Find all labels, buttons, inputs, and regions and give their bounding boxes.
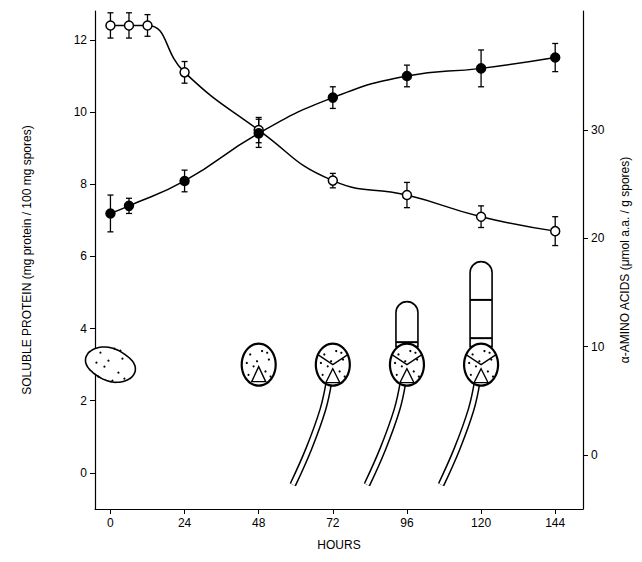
svg-text:120: 120 [471, 516, 491, 530]
svg-text:6: 6 [80, 249, 87, 263]
svg-text:20: 20 [591, 231, 605, 245]
svg-text:48: 48 [252, 516, 266, 530]
svg-text:10: 10 [591, 340, 605, 354]
svg-text:10: 10 [74, 105, 88, 119]
svg-text:8: 8 [80, 177, 87, 191]
svg-text:30: 30 [591, 123, 605, 137]
svg-text:144: 144 [545, 516, 565, 530]
svg-text:4: 4 [80, 322, 87, 336]
svg-text:0: 0 [80, 466, 87, 480]
svg-text:72: 72 [326, 516, 340, 530]
svg-text:α-AMINO ACIDS (μmol a.a. / g s: α-AMINO ACIDS (μmol a.a. / g spores) [618, 157, 632, 364]
svg-text:2: 2 [80, 394, 87, 408]
svg-text:0: 0 [591, 448, 598, 462]
svg-text:96: 96 [400, 516, 414, 530]
svg-text:0: 0 [107, 516, 114, 530]
svg-text:24: 24 [178, 516, 192, 530]
svg-text:HOURS: HOURS [317, 538, 360, 552]
svg-text:SOLUBLE PROTEIN (mg protein /: SOLUBLE PROTEIN (mg protein / 100 mg spo… [20, 125, 34, 394]
svg-text:12: 12 [74, 33, 88, 47]
